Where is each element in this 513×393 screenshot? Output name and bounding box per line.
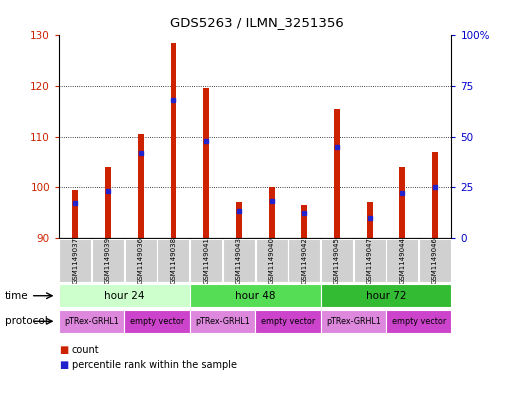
Bar	[334, 109, 340, 238]
FancyBboxPatch shape	[60, 239, 91, 282]
Text: GSM1149037: GSM1149037	[72, 237, 78, 284]
Text: GSM1149045: GSM1149045	[334, 237, 340, 284]
FancyBboxPatch shape	[321, 239, 353, 282]
Bar	[400, 167, 405, 238]
Text: GSM1149044: GSM1149044	[400, 237, 405, 284]
FancyBboxPatch shape	[321, 310, 386, 333]
Text: percentile rank within the sample: percentile rank within the sample	[72, 360, 237, 371]
Text: pTRex-GRHL1: pTRex-GRHL1	[195, 317, 250, 326]
FancyBboxPatch shape	[59, 284, 190, 307]
Text: time: time	[5, 291, 29, 301]
Bar	[105, 167, 111, 238]
Text: GSM1149036: GSM1149036	[138, 237, 144, 284]
FancyBboxPatch shape	[59, 310, 124, 333]
Bar	[432, 152, 438, 238]
FancyBboxPatch shape	[255, 310, 321, 333]
FancyBboxPatch shape	[321, 284, 451, 307]
Text: hour 72: hour 72	[366, 291, 406, 301]
Text: protocol: protocol	[5, 316, 48, 326]
FancyBboxPatch shape	[288, 239, 320, 282]
Text: count: count	[72, 345, 100, 355]
Text: GSM1149038: GSM1149038	[170, 237, 176, 284]
FancyBboxPatch shape	[190, 284, 321, 307]
Bar	[367, 202, 372, 238]
Text: empty vector: empty vector	[130, 317, 184, 326]
Bar	[203, 88, 209, 238]
FancyBboxPatch shape	[190, 239, 222, 282]
Text: ■: ■	[59, 360, 68, 371]
Bar	[236, 202, 242, 238]
Bar	[138, 134, 144, 238]
Text: empty vector: empty vector	[261, 317, 315, 326]
Text: GSM1149039: GSM1149039	[105, 237, 111, 284]
Text: empty vector: empty vector	[391, 317, 446, 326]
Bar	[170, 43, 176, 238]
Text: GSM1149041: GSM1149041	[203, 237, 209, 284]
Text: ■: ■	[59, 345, 68, 355]
Text: GSM1149042: GSM1149042	[301, 237, 307, 284]
FancyBboxPatch shape	[223, 239, 255, 282]
Text: GSM1149046: GSM1149046	[432, 237, 438, 284]
FancyBboxPatch shape	[419, 239, 451, 282]
Bar	[301, 205, 307, 238]
FancyBboxPatch shape	[124, 310, 190, 333]
Text: pTRex-GRHL1: pTRex-GRHL1	[64, 317, 119, 326]
FancyBboxPatch shape	[157, 239, 189, 282]
Text: pTRex-GRHL1: pTRex-GRHL1	[326, 317, 381, 326]
FancyBboxPatch shape	[125, 239, 157, 282]
Text: GDS5263 / ILMN_3251356: GDS5263 / ILMN_3251356	[170, 16, 343, 29]
Text: GSM1149047: GSM1149047	[367, 237, 372, 284]
FancyBboxPatch shape	[255, 239, 288, 282]
Text: GSM1149043: GSM1149043	[236, 237, 242, 284]
Text: GSM1149040: GSM1149040	[269, 237, 274, 284]
FancyBboxPatch shape	[386, 310, 451, 333]
FancyBboxPatch shape	[190, 310, 255, 333]
Text: hour 24: hour 24	[104, 291, 145, 301]
FancyBboxPatch shape	[353, 239, 386, 282]
Bar	[72, 190, 78, 238]
FancyBboxPatch shape	[92, 239, 124, 282]
Text: hour 48: hour 48	[235, 291, 275, 301]
Bar	[269, 187, 274, 238]
FancyBboxPatch shape	[386, 239, 419, 282]
